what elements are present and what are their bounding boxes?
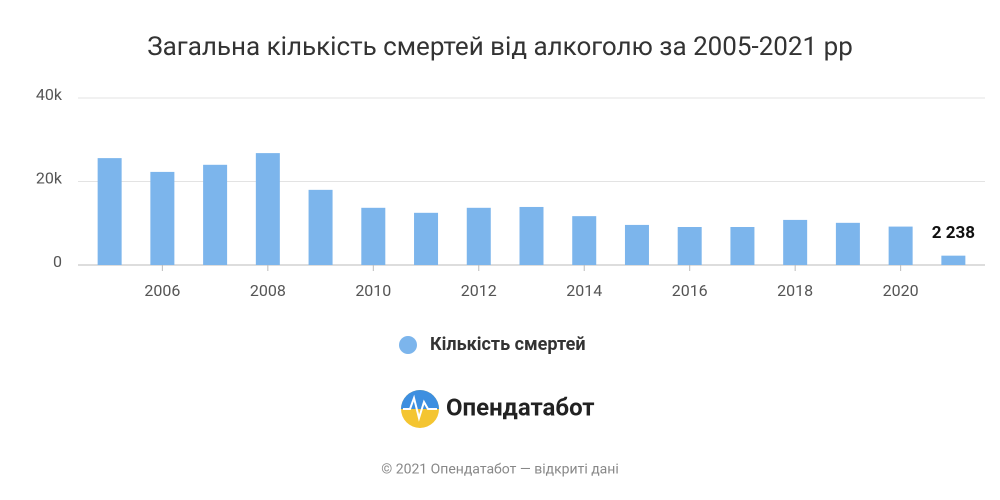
bar bbox=[203, 164, 228, 265]
bar bbox=[255, 153, 280, 265]
bar bbox=[519, 206, 544, 265]
y-tick-label: 20k bbox=[36, 169, 63, 188]
legend-label: Кількість смертей bbox=[430, 334, 586, 355]
bar bbox=[308, 189, 333, 265]
data-label: 2 238 bbox=[932, 223, 975, 243]
logo-pulse bbox=[403, 394, 437, 422]
x-tick-label: 2016 bbox=[672, 281, 708, 300]
bar bbox=[361, 207, 386, 265]
legend-marker bbox=[399, 336, 417, 354]
x-tick-label: 2006 bbox=[144, 281, 180, 300]
logo-text: Опендатабот bbox=[446, 393, 595, 421]
bar bbox=[941, 255, 966, 265]
x-tick-label: 2010 bbox=[355, 281, 391, 300]
bar bbox=[97, 158, 122, 265]
footer: © 2021 Опендатабот — відкриті дані bbox=[381, 462, 619, 478]
bar bbox=[835, 222, 860, 265]
bar bbox=[730, 227, 755, 265]
x-tick-label: 2018 bbox=[777, 281, 813, 300]
bar bbox=[466, 207, 491, 265]
y-tick-label: 40k bbox=[36, 85, 63, 104]
x-tick-label: 2014 bbox=[566, 281, 602, 300]
bar bbox=[677, 227, 702, 265]
y-tick-label: 0 bbox=[53, 252, 62, 271]
x-tick-label: 2012 bbox=[461, 281, 497, 300]
logo-icon-top bbox=[401, 390, 439, 409]
chart-title: Загальна кількість смертей від алкоголю … bbox=[147, 32, 853, 62]
x-tick-label: 2008 bbox=[250, 281, 286, 300]
x-tick-label: 2020 bbox=[883, 281, 919, 300]
logo: Опендатабот bbox=[401, 390, 595, 428]
bar bbox=[888, 226, 913, 265]
bar bbox=[783, 219, 808, 265]
bar bbox=[624, 224, 649, 265]
bar bbox=[150, 171, 175, 265]
bar bbox=[572, 216, 597, 265]
bar bbox=[414, 212, 439, 265]
